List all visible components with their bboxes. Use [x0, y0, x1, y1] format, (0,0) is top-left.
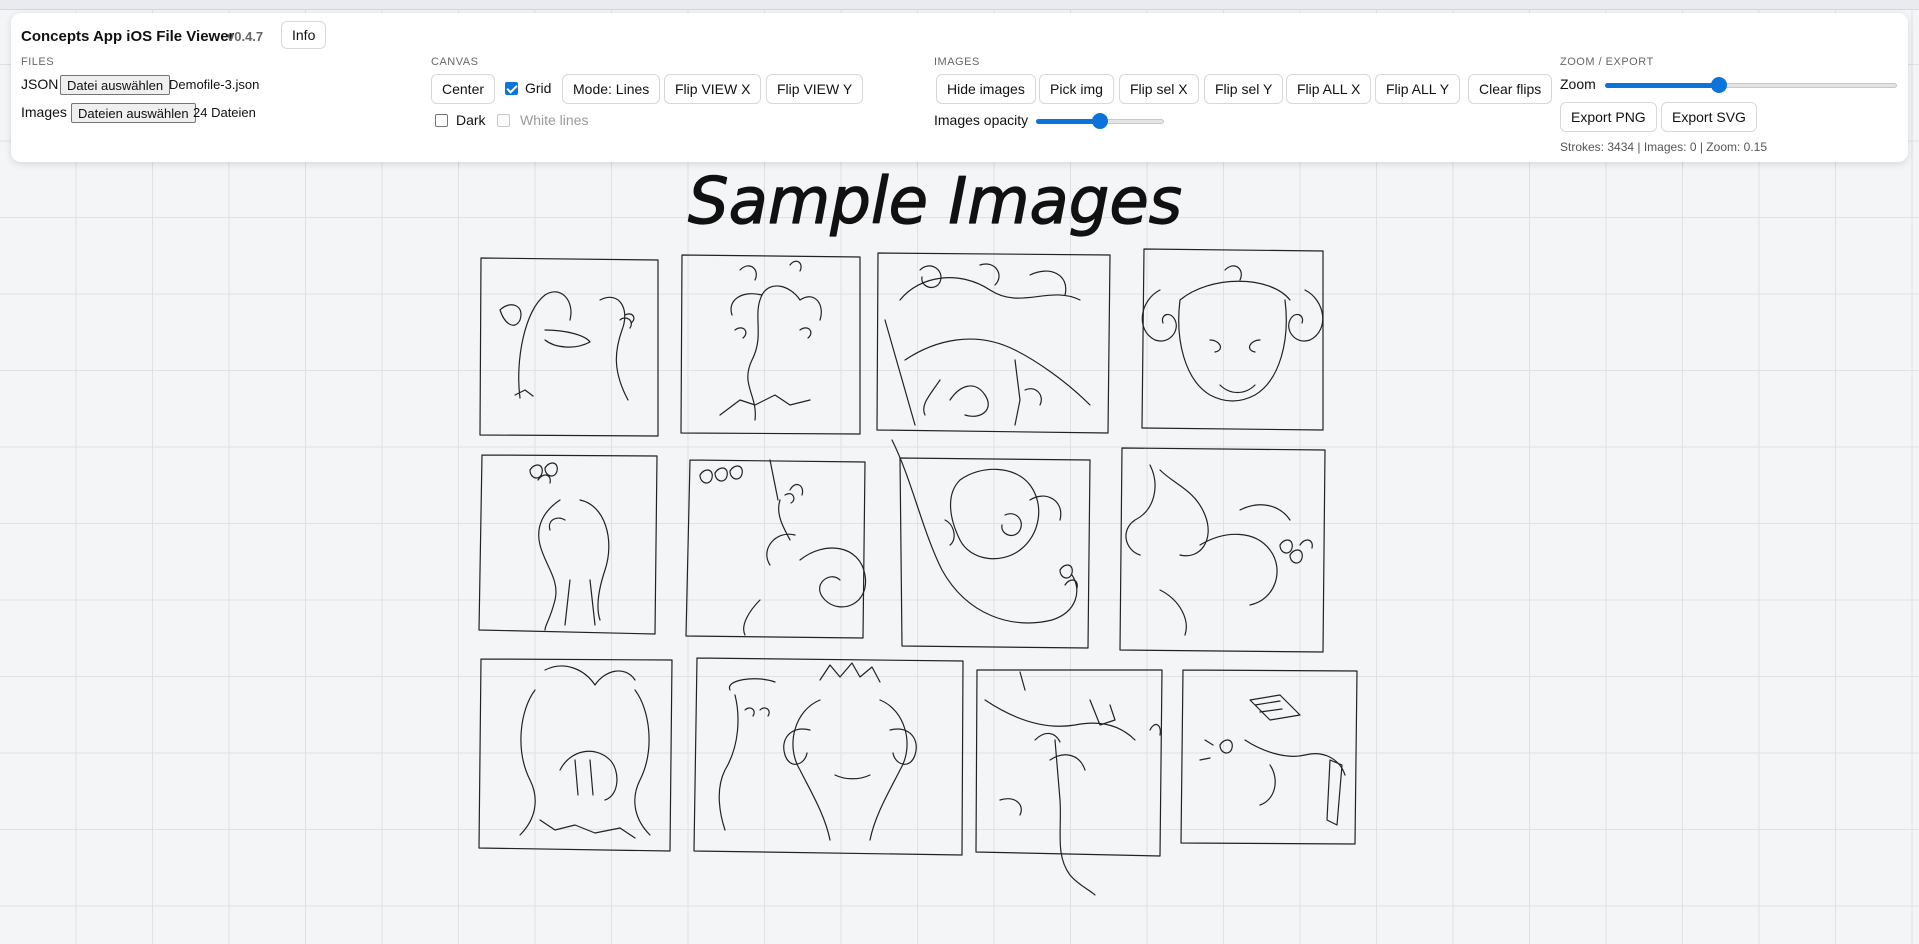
- flip-view-x-button[interactable]: Flip VIEW X: [664, 74, 762, 104]
- zoom-export-section-label: ZOOM / EXPORT: [1560, 56, 1654, 68]
- images-label: Images: [21, 104, 67, 120]
- images-opacity-label: Images opacity: [934, 112, 1029, 128]
- hide-images-button[interactable]: Hide images: [936, 74, 1036, 104]
- zoom-slider[interactable]: [1605, 77, 1897, 93]
- sketch-frame-3: [876, 252, 1111, 434]
- sketch-frame-6: [685, 459, 867, 639]
- json-file-button[interactable]: Datei auswählen: [60, 75, 171, 95]
- grid-label: Grid: [525, 80, 552, 96]
- sketch-frame-8: [1119, 447, 1326, 653]
- grid-checkbox[interactable]: [505, 82, 518, 95]
- white-lines-checkbox: [497, 114, 510, 127]
- dark-label: Dark: [456, 112, 486, 128]
- sketch-frame-4: [1141, 248, 1324, 431]
- info-button[interactable]: Info: [281, 21, 327, 49]
- zoom-label: Zoom: [1560, 76, 1596, 92]
- drawing-heading: Sample Images: [688, 165, 1182, 239]
- sketch-frame-5: [478, 454, 658, 635]
- toolbar-panel: Concepts App iOS File Viewer v0.4.7 Info…: [11, 13, 1908, 162]
- sketch-frame-11: [975, 669, 1163, 896]
- sketch-frame-9: [478, 658, 673, 852]
- status-stats: Strokes: 3434 | Images: 0 | Zoom: 0.15: [1560, 140, 1768, 154]
- pick-img-button[interactable]: Pick img: [1039, 74, 1114, 104]
- files-section-label: FILES: [21, 56, 55, 68]
- images-section-label: IMAGES: [934, 56, 980, 68]
- app-title: Concepts App iOS File Viewer: [21, 28, 235, 45]
- clear-flips-button[interactable]: Clear flips: [1468, 74, 1553, 104]
- flip-sel-x-button[interactable]: Flip sel X: [1119, 74, 1199, 104]
- export-png-button[interactable]: Export PNG: [1560, 102, 1657, 132]
- canvas-section-label: CANVAS: [431, 56, 479, 68]
- flip-view-y-button[interactable]: Flip VIEW Y: [766, 74, 864, 104]
- sketch-frame-7: [891, 439, 1091, 649]
- sketch-frame-12: [1180, 669, 1358, 845]
- white-lines-label: White lines: [520, 112, 589, 128]
- center-button[interactable]: Center: [431, 74, 496, 104]
- browser-top-strip: [0, 0, 1919, 10]
- dark-checkbox[interactable]: [435, 114, 448, 127]
- images-file-count: 24 Dateien: [193, 105, 256, 120]
- images-file-button[interactable]: Dateien auswählen: [71, 103, 196, 123]
- json-label: JSON: [21, 76, 59, 92]
- app-version: v0.4.7: [227, 29, 264, 44]
- flip-sel-y-button[interactable]: Flip sel Y: [1204, 74, 1284, 104]
- images-opacity-slider[interactable]: [1036, 113, 1164, 129]
- sketch-frame-2: [680, 254, 861, 435]
- sketch-frame-10: [693, 657, 964, 856]
- flip-all-x-button[interactable]: Flip ALL X: [1286, 74, 1372, 104]
- json-file-name: Demofile-3.json: [169, 77, 260, 92]
- flip-all-y-button[interactable]: Flip ALL Y: [1375, 74, 1461, 104]
- sketch-frame-1: [479, 257, 659, 437]
- mode-button[interactable]: Mode: Lines: [562, 74, 661, 104]
- export-svg-button[interactable]: Export SVG: [1661, 102, 1757, 132]
